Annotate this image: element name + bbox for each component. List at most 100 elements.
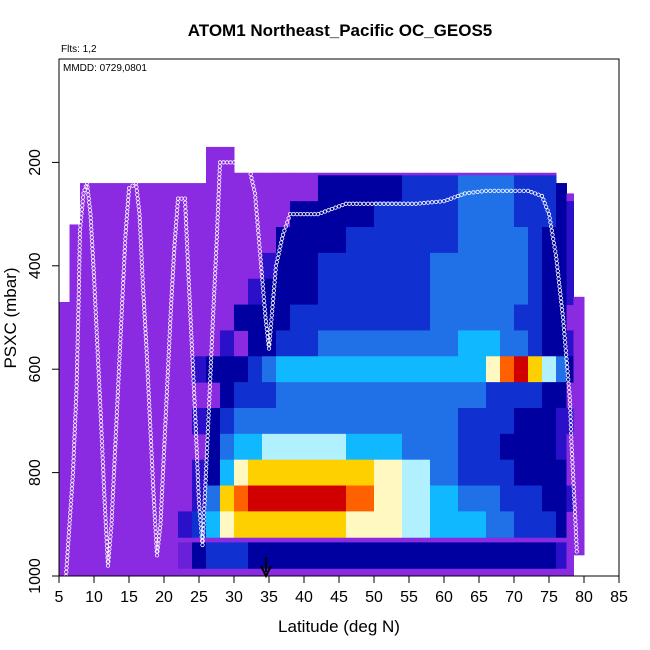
- track-point: [448, 196, 454, 201]
- track-point: [568, 402, 573, 407]
- heatmap-cell: [276, 252, 291, 280]
- track-point: [206, 409, 211, 414]
- track-point: [564, 360, 569, 366]
- track-point: [90, 254, 96, 259]
- heatmap-cell: [248, 278, 263, 306]
- track-point: [188, 314, 193, 319]
- heatmap-cell: [458, 330, 487, 357]
- track-point: [252, 191, 258, 196]
- heatmap-cell: [276, 511, 291, 538]
- track-point: [496, 188, 501, 193]
- track-point: [107, 547, 112, 552]
- track-point: [211, 311, 216, 316]
- heatmap-cell: [528, 407, 543, 435]
- track-point: [561, 319, 566, 324]
- track-point: [549, 228, 554, 233]
- heatmap-cell: [276, 278, 291, 306]
- heatmap-cell: [262, 433, 277, 461]
- track-point: [160, 473, 165, 479]
- track-point: [74, 375, 79, 380]
- heatmap-cell: [430, 201, 459, 228]
- track-point: [547, 216, 552, 221]
- track-point: [135, 196, 140, 201]
- track-point: [263, 315, 268, 320]
- track-point: [201, 518, 206, 523]
- track-point: [172, 239, 177, 244]
- track-point: [72, 435, 77, 440]
- heatmap-cell: [566, 227, 574, 254]
- track-point: [104, 527, 109, 533]
- heatmap-cell: [556, 459, 567, 487]
- heatmap-cell: [458, 356, 487, 383]
- track-point: [122, 244, 128, 249]
- track-point: [381, 201, 387, 206]
- latitude-marker-arrow: [260, 557, 272, 579]
- track-point: [564, 356, 569, 361]
- track-point: [95, 338, 100, 343]
- track-point: [144, 342, 149, 347]
- track-point: [562, 340, 568, 345]
- track-point: [258, 253, 263, 258]
- track-point: [155, 545, 160, 550]
- heatmap-cell: [346, 330, 375, 357]
- heatmap-cell: [542, 330, 557, 357]
- track-point: [73, 419, 78, 424]
- track-point: [570, 456, 575, 461]
- track-point: [98, 402, 103, 407]
- heatmap-cell: [374, 459, 403, 487]
- heatmap-cell: [500, 278, 515, 306]
- heatmap-cell: [234, 511, 249, 538]
- track-point: [204, 458, 209, 463]
- heatmap-cell: [566, 278, 574, 306]
- track-point: [166, 353, 171, 358]
- track-point: [551, 240, 557, 246]
- heatmap-cell: [234, 433, 249, 461]
- track-point: [202, 502, 207, 507]
- track-point: [98, 414, 103, 419]
- track-point: [357, 201, 363, 206]
- track-point: [139, 260, 144, 265]
- track-point: [567, 398, 573, 403]
- heatmap-cell: [234, 485, 249, 512]
- heatmap-cell: [290, 382, 319, 409]
- track-point: [104, 535, 109, 541]
- heatmap-cell: [486, 330, 501, 357]
- y-axis: 200 400 600 800 1000: [27, 149, 60, 594]
- track-point: [217, 176, 222, 181]
- heatmap-cell: [374, 542, 403, 569]
- track-point: [76, 295, 81, 301]
- track-point: [79, 207, 85, 212]
- heatmap-cell: [486, 356, 501, 383]
- track-point: [196, 493, 201, 498]
- heatmap-cell: [500, 175, 515, 202]
- track-point: [184, 225, 189, 230]
- track-point: [87, 200, 92, 205]
- track-point: [156, 541, 161, 546]
- x-tick-label: 25: [190, 589, 208, 606]
- track-point: [208, 368, 213, 373]
- track-point: [256, 228, 261, 233]
- heatmap-cell: [556, 511, 567, 538]
- track-point: [167, 337, 172, 342]
- track-point: [139, 264, 145, 269]
- track-point: [326, 208, 331, 213]
- track-point: [258, 257, 263, 262]
- track-point: [144, 358, 150, 363]
- track-point: [257, 245, 262, 250]
- track-point: [149, 459, 155, 464]
- heatmap-cell: [556, 227, 567, 254]
- heatmap-cell: [556, 201, 567, 228]
- track-point: [171, 254, 176, 259]
- heatmap-cell: [458, 382, 487, 409]
- track-point: [261, 294, 266, 299]
- track-point: [66, 534, 71, 539]
- track-point: [261, 298, 267, 304]
- track-point: [208, 360, 214, 365]
- track-point: [187, 290, 192, 295]
- heatmap-column: [178, 183, 193, 576]
- track-point: [89, 223, 94, 228]
- track-point: [73, 407, 78, 412]
- track-point: [201, 510, 207, 515]
- track-point: [174, 212, 179, 217]
- track-point: [118, 329, 123, 334]
